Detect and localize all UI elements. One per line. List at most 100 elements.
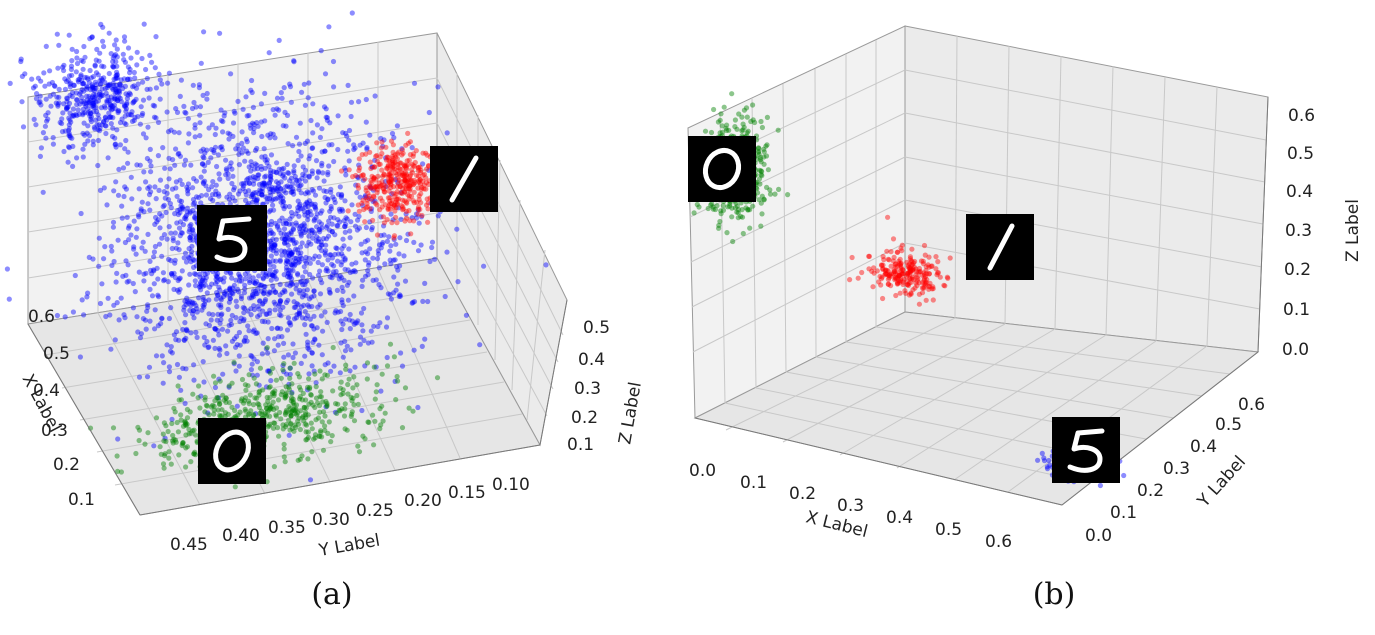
scatter-point-5 (323, 242, 329, 248)
scatter-point-5 (248, 168, 254, 174)
scatter-point-5 (159, 81, 165, 87)
scatter-point-5 (145, 302, 151, 308)
scatter-point-5 (276, 303, 282, 309)
scatter-point-5 (308, 227, 314, 233)
scatter-point-5 (200, 302, 206, 309)
scatter-point-5 (202, 282, 208, 288)
scatter-point-5 (119, 215, 125, 221)
scatter-point-5 (257, 312, 263, 318)
scatter-point-0 (282, 459, 288, 465)
scatter-point-5 (176, 374, 182, 380)
scatter-point-5 (243, 94, 249, 100)
scatter-point-5 (306, 233, 312, 239)
scatter-point-5 (297, 223, 303, 230)
scatter-point-5 (155, 217, 161, 223)
scatter-point-5 (144, 155, 150, 162)
scatter-point-5 (211, 147, 217, 153)
scatter-point-5 (151, 268, 157, 274)
scatter-point-5 (199, 307, 205, 313)
scatter-point-5 (230, 194, 236, 201)
scatter-point-5 (80, 154, 86, 160)
scatter-point-5 (270, 272, 276, 278)
scatter-point-5 (166, 224, 172, 230)
scatter-point-5 (340, 321, 346, 327)
scatter-point-5 (271, 264, 277, 270)
scatter-point-5 (178, 230, 184, 236)
scatter-point-5 (255, 314, 261, 320)
scatter-point-5 (121, 193, 127, 200)
scatter-point-5 (166, 176, 172, 182)
scatter-point-5 (310, 101, 316, 107)
scatter-point-5 (411, 239, 417, 245)
scatter-point-5 (269, 197, 275, 204)
scatter-point-5 (281, 85, 287, 91)
scatter-point-0 (202, 409, 208, 415)
scatter-point-5 (332, 232, 338, 238)
scatter-point-5 (277, 301, 283, 307)
scatter-point-5 (297, 310, 303, 316)
scatter-point-5 (130, 305, 136, 311)
scatter-point-5 (264, 195, 270, 202)
scatter-point-5 (322, 194, 328, 201)
scatter-point-5 (262, 165, 268, 171)
scatter-point-5 (226, 136, 232, 142)
scatter-point-5 (291, 168, 297, 174)
scatter-point-5 (147, 52, 153, 59)
scatter-point-5 (420, 161, 426, 167)
scatter-point-5 (121, 34, 128, 40)
scatter-point-5 (288, 209, 295, 216)
scatter-point-5 (212, 144, 219, 150)
scatter-point-5 (99, 86, 105, 92)
scatter-point-5 (98, 105, 104, 111)
scatter-point-5 (183, 335, 189, 341)
scatter-point-5 (78, 72, 84, 78)
scatter-point-5 (349, 261, 355, 267)
scatter-point-5 (348, 113, 354, 120)
scatter-point-5 (274, 187, 280, 193)
scatter-point-5 (201, 168, 207, 174)
scatter-point-5 (378, 388, 384, 394)
scatter-point-5 (194, 306, 200, 312)
scatter-point-0 (242, 382, 248, 388)
scatter-point-5 (87, 113, 93, 119)
scatter-point-5 (168, 344, 174, 350)
scatter-point-5 (197, 271, 203, 277)
scatter-point-5 (104, 202, 110, 208)
scatter-point-5 (135, 212, 142, 218)
scatter-point-5 (398, 189, 404, 196)
scatter-point-5 (144, 75, 150, 82)
scatter-point-5 (200, 294, 206, 300)
scatter-point-5 (262, 319, 268, 325)
scatter-point-5 (181, 307, 187, 313)
scatter-point-5 (287, 320, 293, 326)
scatter-point-0 (328, 439, 334, 445)
scatter-point-0 (320, 447, 327, 453)
scatter-point-5 (312, 192, 319, 198)
scatter-point-5 (246, 295, 253, 301)
scatter-point-5 (107, 312, 113, 318)
scatter-point-5 (259, 282, 265, 288)
scatter-point-5 (308, 241, 314, 247)
scatter-point-5 (267, 227, 273, 233)
scatter-point-5 (91, 124, 97, 130)
scatter-point-5 (293, 286, 299, 292)
scatter-point-5 (330, 194, 336, 200)
scatter-point-5 (207, 196, 214, 202)
scatter-point-1 (942, 283, 948, 289)
scatter-point-5 (131, 218, 137, 224)
scatter-point-5 (188, 259, 194, 265)
scatter-point-5 (346, 246, 352, 252)
scatter-point-0 (335, 401, 341, 407)
scatter-point-5 (221, 275, 227, 281)
scatter-point-5 (295, 182, 301, 188)
scatter-point-5 (392, 257, 398, 263)
scatter-point-0 (264, 345, 270, 351)
scatter-point-5 (305, 339, 311, 345)
scatter-point-5 (131, 246, 137, 252)
scatter-point-5 (298, 153, 304, 159)
scatter-point-1 (346, 167, 352, 173)
scatter-point-5 (64, 99, 70, 105)
scatter-point-0 (729, 214, 735, 220)
scatter-point-0 (330, 388, 336, 394)
scatter-point-5 (201, 379, 207, 385)
